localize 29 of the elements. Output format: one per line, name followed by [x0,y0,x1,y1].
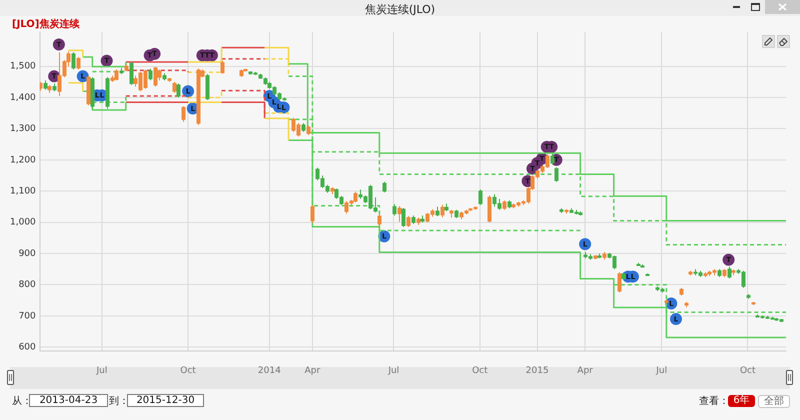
chart-subtitle: [JLO]焦炭连续 [12,19,80,31]
y-tick-label: 1,200 [10,155,36,166]
y-tick-label: 800 [18,280,36,290]
x-tick-label: Jul [96,366,108,376]
y-tick-label: 1,400 [10,92,36,103]
text: 查看： [699,396,729,408]
x-tick-label: Oct [740,366,756,376]
x-tick-label: Oct [472,366,488,376]
x-tick-label: Jul [387,366,400,376]
x-tick-label: 2015 [526,366,549,376]
y-tick-label: 600 [18,342,36,352]
x-tick-label: Jul [655,366,668,376]
text-field: 2015-12-30 [127,394,204,407]
x-tick-label: Apr [304,366,321,376]
x-tick-label: 2014 [258,366,282,376]
x-tick-label: Oct [180,366,196,376]
y-tick-label: 1,000 [10,218,36,228]
y-tick-label: 1,100 [10,186,36,196]
y-tick-label: 1,500 [10,62,36,72]
y-tick-label: 900 [18,248,36,259]
button: 全部 [758,395,790,408]
chart-title: 焦炭连续(JLO) [364,3,436,16]
y-tick-label: 1,300 [10,124,36,134]
text: 到： [109,396,129,408]
button: 6年 [728,395,755,407]
text: 从： [12,396,32,408]
y-tick-label: 700 [18,311,36,322]
text-field: 2013-04-23 [29,394,108,407]
x-tick-label: Apr [577,366,594,376]
